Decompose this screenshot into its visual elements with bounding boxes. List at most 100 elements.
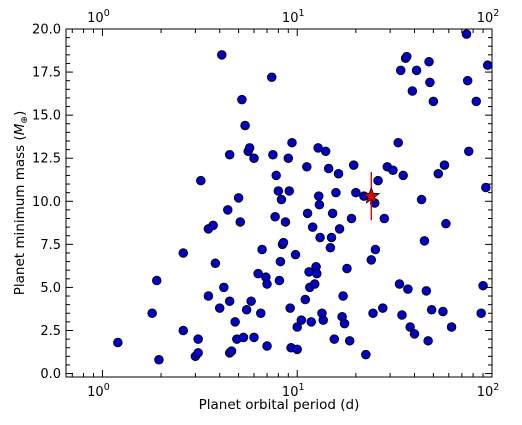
data-point (314, 199, 325, 210)
x-tick-label: 102 (477, 382, 500, 400)
data-point (244, 143, 255, 153)
data-point (388, 165, 398, 176)
y-tick-label: 17.5 (32, 66, 61, 81)
data-point (361, 349, 371, 360)
tick-base: 10 (87, 385, 104, 400)
data-point (226, 346, 237, 356)
y-axis-label-prefix: Planet minimum mass ( (12, 135, 28, 295)
plot-frame (65, 28, 493, 378)
data-point (262, 279, 272, 289)
data-point (339, 318, 350, 329)
y-axis-label: Planet minimum mass (M⊕) (12, 111, 30, 296)
data-point (397, 310, 407, 320)
data-point (366, 255, 377, 265)
data-point (342, 263, 352, 274)
data-point (217, 50, 227, 60)
tick-exponent: 1 (298, 382, 304, 393)
axis-ticks (66, 28, 493, 377)
tick-exponent: 0 (104, 8, 110, 19)
data-point (219, 282, 229, 293)
data-point (233, 193, 244, 203)
data-point (284, 186, 294, 196)
data-point (257, 244, 267, 255)
data-point (419, 236, 430, 246)
data-point (151, 275, 162, 286)
data-point (329, 334, 340, 344)
data-point (428, 96, 439, 107)
data-point (478, 280, 488, 291)
data-point (309, 279, 320, 289)
data-point (253, 268, 263, 279)
data-point (315, 232, 325, 243)
tick-exponent: 2 (493, 8, 499, 19)
data-point (368, 308, 378, 319)
data-point (401, 51, 412, 62)
data-point (398, 170, 408, 181)
data-point (314, 191, 324, 201)
data-point (318, 315, 328, 325)
data-point (283, 153, 294, 163)
data-point (223, 205, 233, 215)
data-point (290, 249, 301, 260)
data-point (276, 194, 287, 205)
x-tick-label-top: 100 (87, 8, 110, 26)
data-point (292, 344, 302, 355)
data-point (178, 325, 189, 336)
data-point (409, 329, 420, 339)
data-point (331, 187, 341, 198)
data-point (240, 120, 250, 131)
x-tick-label-top: 101 (282, 8, 305, 26)
data-point (424, 56, 434, 67)
data-point (287, 137, 297, 148)
data-point (147, 308, 157, 319)
tick-base: 10 (282, 11, 299, 26)
data-point (379, 213, 390, 224)
data-point (292, 322, 302, 332)
data-point (307, 222, 318, 232)
y-tick-label: 10.0 (32, 195, 61, 210)
tick-exponent: 1 (298, 8, 304, 19)
y-tick-label: 5.0 (40, 281, 61, 296)
data-point (333, 168, 344, 179)
data-point (426, 305, 437, 315)
data-point (334, 224, 345, 234)
data-point (312, 268, 322, 279)
data-point (224, 150, 235, 160)
tick-base: 10 (87, 11, 104, 26)
data-point (446, 322, 457, 332)
data-point (348, 160, 359, 170)
data-point (416, 194, 427, 205)
data-point (370, 244, 381, 255)
data-point (285, 303, 295, 313)
highlighted-planet (362, 171, 381, 221)
star-marker (362, 186, 381, 204)
data-point (193, 334, 203, 344)
data-point (313, 143, 323, 153)
y-tick-label: 12.5 (32, 152, 61, 167)
data-point (296, 315, 307, 325)
data-point (203, 291, 214, 301)
data-point (439, 160, 450, 170)
y-axis-label-subscript: ⊕ (20, 116, 30, 124)
data-point (237, 94, 247, 105)
data-point (280, 217, 291, 227)
y-tick-label: 7.5 (40, 238, 61, 253)
data-point (327, 208, 338, 219)
x-tick-label: 100 (87, 382, 110, 400)
data-point (230, 317, 240, 327)
data-point (268, 150, 278, 160)
data-point (438, 306, 448, 317)
data-point (271, 170, 281, 181)
data-point (338, 291, 348, 301)
data-point (482, 60, 493, 70)
tick-base: 10 (477, 385, 494, 400)
data-point (425, 77, 435, 88)
data-point (300, 294, 311, 305)
data-point (256, 308, 266, 319)
tick-labels: 1001001011011021020.02.55.07.510.012.515… (32, 8, 499, 400)
data-point (270, 212, 280, 222)
data-point (302, 162, 312, 172)
tick-base: 10 (477, 11, 494, 26)
y-tick-label: 20.0 (32, 23, 61, 38)
data-point (323, 163, 334, 174)
